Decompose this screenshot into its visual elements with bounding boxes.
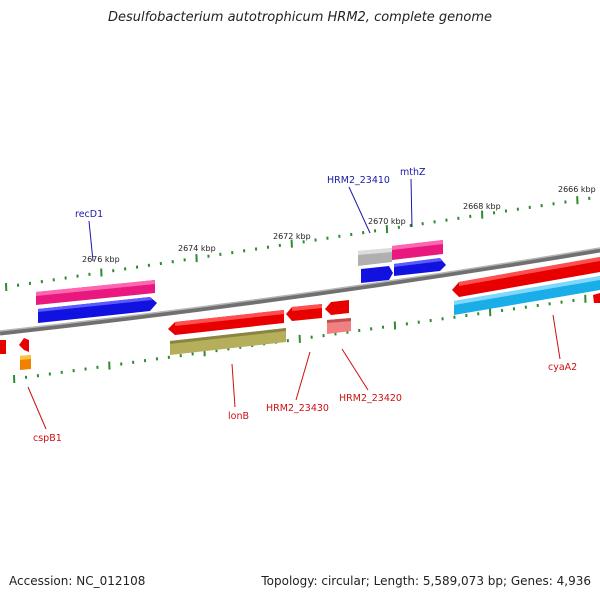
gene-right-red[interactable] [593, 293, 600, 303]
gene-label-cspb1[interactable]: cspB1 [33, 433, 62, 444]
genome-summary-text: Topology: circular; Length: 5,589,073 bp… [261, 574, 591, 588]
gene-left-red[interactable] [0, 340, 6, 354]
gene-label-hrm2-23410[interactable]: HRM2_23410 [327, 175, 390, 186]
scale-label: 2666 kbp [558, 185, 596, 194]
gene-label-cyaa2[interactable]: cyaA2 [548, 362, 577, 373]
scale-label: 2672 kbp [273, 232, 311, 241]
gene-label-recd1[interactable]: recD1 [75, 209, 103, 220]
gene-label-lonb[interactable]: lonB [228, 411, 249, 422]
gene-label-hrm2-23430[interactable]: HRM2_23430 [266, 403, 329, 414]
label-leader-lines [27, 178, 561, 430]
gene-label-mthz[interactable]: mthZ [400, 167, 426, 178]
map-title: Desulfobacterium autotrophicum HRM2, com… [107, 10, 493, 25]
scale-label: 2668 kbp [463, 202, 501, 211]
genome-backbone [0, 247, 600, 336]
gene-label-hrm2-23420[interactable]: HRM2_23420 [339, 393, 402, 404]
gene-hrm2-23410-blue[interactable] [361, 266, 393, 283]
scale-label: 2674 kbp [178, 244, 216, 253]
scale-labels: 2676 kbp 2674 kbp 2672 kbp 2670 kbp 2668… [82, 185, 596, 264]
forward-scale-ticks [5, 196, 591, 292]
reverse-scale-ticks [13, 294, 599, 384]
scale-label: 2676 kbp [82, 255, 120, 264]
gene-cspb1-red[interactable] [19, 338, 29, 352]
accession-text: Accession: NC_012108 [9, 574, 146, 588]
gene-hrm2-23420-red[interactable] [325, 300, 349, 315]
gene-recd1-blue[interactable] [38, 297, 157, 323]
scale-label: 2670 kbp [368, 217, 406, 226]
forward-strand-genes [36, 240, 446, 323]
reverse-strand-genes [0, 257, 600, 370]
gene-lonb-olive[interactable] [170, 328, 286, 355]
